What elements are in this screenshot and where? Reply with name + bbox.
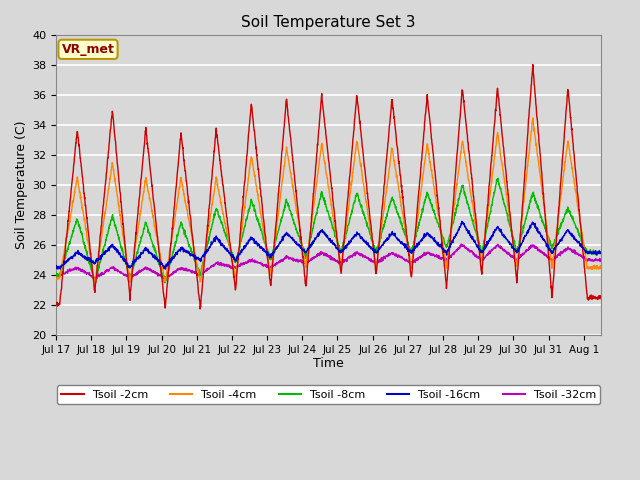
X-axis label: Time: Time xyxy=(314,358,344,371)
Legend: Tsoil -2cm, Tsoil -4cm, Tsoil -8cm, Tsoil -16cm, Tsoil -32cm: Tsoil -2cm, Tsoil -4cm, Tsoil -8cm, Tsoi… xyxy=(57,385,600,404)
Title: Soil Temperature Set 3: Soil Temperature Set 3 xyxy=(241,15,416,30)
Y-axis label: Soil Temperature (C): Soil Temperature (C) xyxy=(15,121,28,250)
Text: VR_met: VR_met xyxy=(61,43,115,56)
